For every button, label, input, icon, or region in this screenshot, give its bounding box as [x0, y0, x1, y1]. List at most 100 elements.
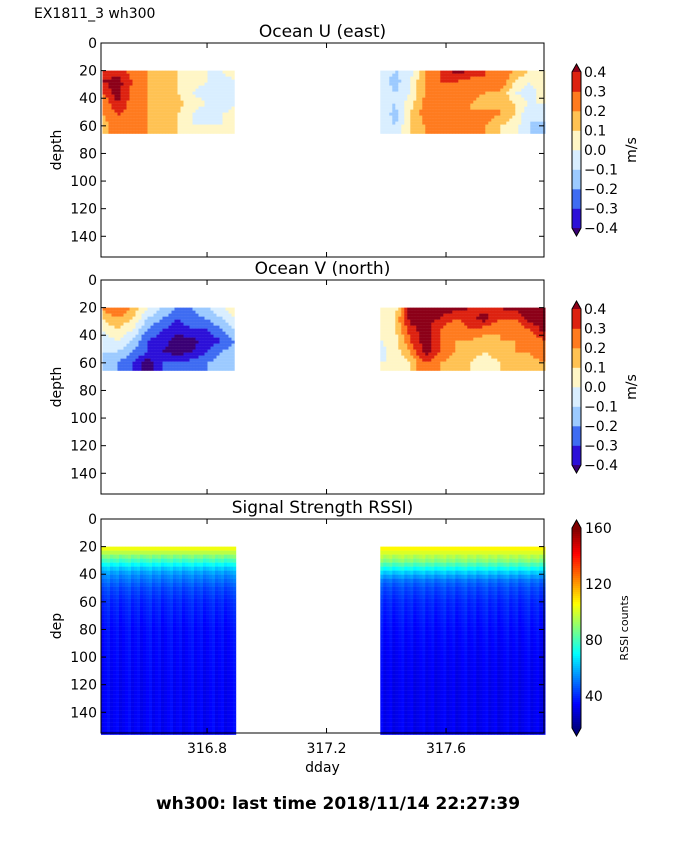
heatmap-cell	[117, 355, 121, 359]
heatmap-cell	[464, 364, 468, 368]
heatmap-cell	[117, 109, 121, 113]
heatmap-cell	[210, 328, 214, 332]
heatmap-cell	[213, 340, 217, 344]
heatmap-cell	[464, 118, 468, 122]
heatmap-cell	[461, 358, 465, 362]
heatmap-cell	[131, 726, 135, 731]
heatmap-cell	[527, 124, 531, 128]
heatmap-cell	[533, 82, 537, 86]
heatmap-cell	[108, 79, 112, 83]
heatmap-cell	[404, 361, 408, 365]
heatmap-cell	[494, 100, 498, 104]
heatmap-cell	[171, 352, 175, 356]
heatmap-cell	[449, 322, 453, 326]
heatmap-cell	[482, 79, 486, 83]
heatmap-cell	[131, 630, 135, 635]
heatmap-cell	[131, 642, 135, 647]
heatmap-cell	[398, 349, 402, 353]
heatmap-cell	[143, 654, 147, 659]
heatmap-cell	[153, 319, 157, 323]
heatmap-cell	[470, 337, 474, 341]
heatmap-cell	[440, 73, 444, 77]
heatmap-cell	[389, 364, 393, 368]
heatmap-cell	[134, 602, 138, 607]
heatmap-cell	[533, 76, 537, 80]
heatmap-cell	[407, 310, 411, 314]
heatmap-cell	[113, 606, 117, 611]
heatmap-cell	[128, 662, 132, 667]
heatmap-cell	[107, 606, 111, 611]
heatmap-cell	[404, 325, 408, 329]
heatmap-cell	[143, 594, 147, 599]
heatmap-cell	[180, 313, 184, 317]
heatmap-cell	[141, 328, 145, 332]
heatmap-cell	[449, 100, 453, 104]
heatmap-cell	[476, 130, 480, 134]
heatmap-cell	[380, 127, 384, 131]
heatmap-cell	[183, 352, 187, 356]
heatmap-cell	[134, 698, 138, 703]
heatmap-cell	[101, 626, 105, 631]
heatmap-cell	[222, 337, 226, 341]
heatmap-cell	[210, 319, 214, 323]
heatmap-cell	[116, 622, 120, 627]
heatmap-cell	[135, 106, 139, 110]
heatmap-cell	[189, 307, 193, 311]
heatmap-cell	[479, 118, 483, 122]
heatmap-cell	[443, 343, 447, 347]
heatmap-cell	[428, 364, 432, 368]
heatmap-cell	[515, 322, 519, 326]
heatmap-cell	[485, 331, 489, 335]
heatmap-cell	[452, 358, 456, 362]
heatmap-cell	[521, 73, 525, 77]
heatmap-cell	[132, 124, 136, 128]
heatmap-cell	[120, 334, 124, 338]
heatmap-cell	[446, 97, 450, 101]
heatmap-cell	[129, 319, 133, 323]
heatmap-cell	[494, 91, 498, 95]
heatmap-cell	[491, 79, 495, 83]
heatmap-cell	[539, 91, 543, 95]
heatmap-cell	[521, 313, 525, 317]
heatmap-cell	[138, 337, 142, 341]
heatmap-cell	[467, 334, 471, 338]
heatmap-cell	[488, 94, 492, 98]
heatmap-cell	[174, 82, 178, 86]
heatmap-cell	[111, 112, 115, 116]
heatmap-cell	[509, 364, 513, 368]
heatmap-cell	[137, 578, 141, 583]
heatmap-cell	[482, 91, 486, 95]
heatmap-cell	[180, 124, 184, 128]
heatmap-cell	[515, 310, 519, 314]
heatmap-cell	[476, 124, 480, 128]
heatmap-cell	[201, 88, 205, 92]
heatmap-cell	[434, 367, 438, 371]
heatmap-cell	[494, 328, 498, 332]
heatmap-cell	[137, 570, 141, 575]
heatmap-cell	[458, 328, 462, 332]
heatmap-cell	[126, 307, 130, 311]
heatmap-cell	[228, 115, 232, 119]
heatmap-cell	[446, 88, 450, 92]
heatmap-cell	[407, 334, 411, 338]
heatmap-cell	[443, 337, 447, 341]
heatmap-cell	[198, 124, 202, 128]
heatmap-cell	[117, 91, 121, 95]
heatmap-cell	[225, 118, 229, 122]
heatmap-cell	[539, 127, 543, 131]
heatmap-cell	[180, 103, 184, 107]
heatmap-cell	[413, 118, 417, 122]
heatmap-cell	[111, 124, 115, 128]
heatmap-cell	[425, 85, 429, 89]
heatmap-cell	[147, 358, 151, 362]
heatmap-cell	[485, 76, 489, 80]
heatmap-cell	[102, 355, 106, 359]
heatmap-cell	[446, 349, 450, 353]
heatmap-cell	[386, 307, 390, 311]
heatmap-cell	[171, 316, 175, 320]
heatmap-cell	[204, 94, 208, 98]
heatmap-cell	[231, 328, 235, 332]
heatmap-cell	[503, 100, 507, 104]
heatmap-cell	[539, 319, 543, 323]
heatmap-cell	[491, 124, 495, 128]
